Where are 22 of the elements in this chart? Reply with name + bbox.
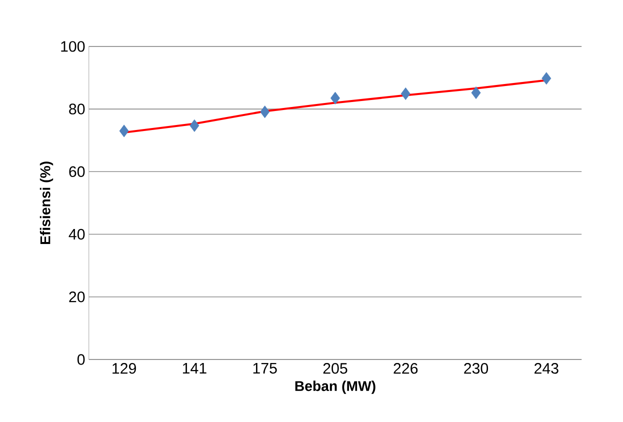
point bbox=[119, 124, 129, 138]
point bbox=[471, 86, 481, 100]
point bbox=[190, 119, 200, 132]
y-tick-label: 100 bbox=[61, 41, 85, 52]
point bbox=[260, 106, 270, 118]
y-tick-label: 0 bbox=[77, 354, 85, 365]
y-tick-label: 80 bbox=[69, 104, 85, 114]
x-axis-title: Beban (MW) bbox=[295, 380, 376, 394]
x-tick-label: 230 bbox=[464, 362, 488, 374]
point bbox=[400, 87, 410, 100]
x-tick-label: 141 bbox=[182, 363, 206, 374]
point bbox=[330, 92, 340, 104]
y-tick-label: 60 bbox=[69, 166, 85, 177]
y-tick-label: 40 bbox=[68, 228, 85, 240]
x-tick-label: 129 bbox=[112, 362, 136, 374]
y-tick-label: 20 bbox=[69, 291, 85, 302]
y-axis-title: Efisiensi (%) bbox=[40, 162, 54, 244]
x-tick-label: 226 bbox=[394, 362, 418, 374]
x-tick-label: 205 bbox=[323, 362, 348, 374]
point bbox=[542, 72, 552, 85]
x-tick-label: 243 bbox=[534, 362, 558, 374]
x-tick-label: 175 bbox=[253, 363, 277, 374]
